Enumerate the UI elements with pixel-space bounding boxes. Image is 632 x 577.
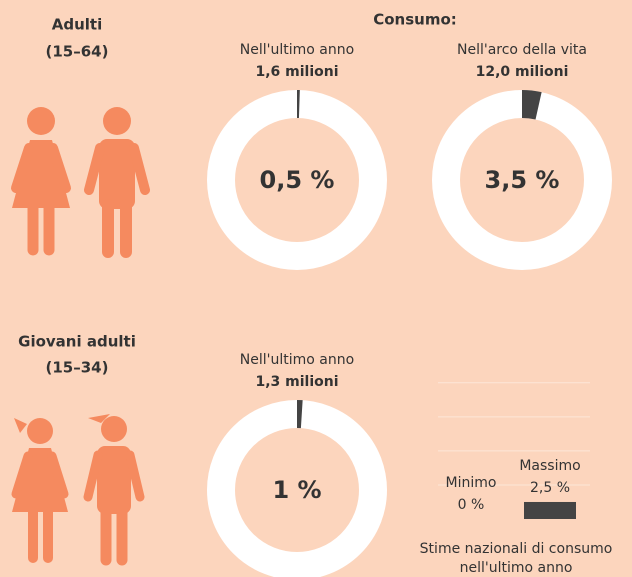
caption: Stime nazionali di consumo <box>420 541 613 557</box>
category-label: Massimo <box>519 458 580 474</box>
section-subtitle: (15–64) <box>46 43 109 61</box>
chart-subtitle: 1,3 milioni <box>255 374 338 390</box>
data-label: 3,5 % <box>485 166 560 194</box>
section-title: Adulti <box>52 16 102 34</box>
category-label: Minimo <box>446 475 497 491</box>
data-label: 2,5 % <box>530 480 570 496</box>
girl-icon <box>11 418 69 563</box>
boy-icon <box>83 414 145 566</box>
data-label: 0 % <box>458 497 485 513</box>
chart-title: Nell'arco della vita <box>457 42 587 58</box>
chart-subtitle: 1,6 milioni <box>255 64 338 80</box>
chart-title: Nell'ultimo anno <box>240 42 354 58</box>
data-label: 0,5 % <box>260 166 335 194</box>
section-subtitle: (15–34) <box>46 359 109 377</box>
heading: Consumo: <box>373 11 457 29</box>
data-label: 1 % <box>272 476 321 504</box>
chart-subtitle: 12,0 milioni <box>476 64 569 80</box>
woman-icon <box>11 107 71 256</box>
chart-title: Nell'ultimo anno <box>240 352 354 368</box>
caption: nell'ultimo anno <box>460 560 573 576</box>
bar <box>524 501 576 519</box>
man-icon <box>84 107 150 258</box>
donut-segment <box>297 90 300 119</box>
donut-segment <box>297 400 303 429</box>
section-title: Giovani adulti <box>18 333 136 351</box>
donut-segment <box>522 90 542 120</box>
